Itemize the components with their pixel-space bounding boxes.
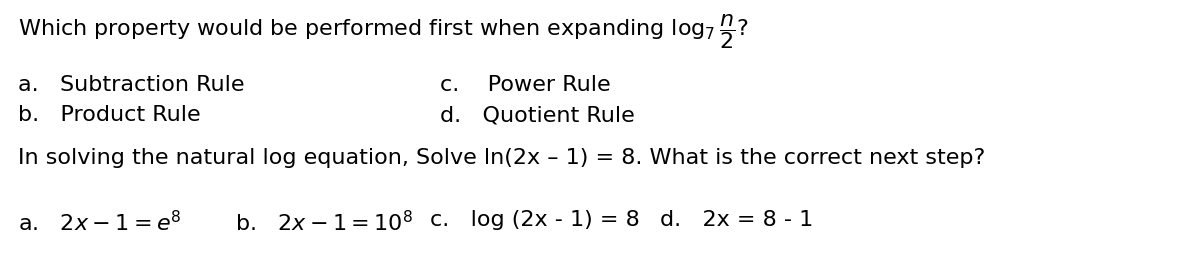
Text: c.   log (2x - 1) = 8: c. log (2x - 1) = 8 <box>430 210 640 230</box>
Text: In solving the natural log equation, Solve ln(2x – 1) = 8. What is the correct n: In solving the natural log equation, Sol… <box>18 148 985 168</box>
Text: b.   $2x - 1 = 10^{8}$: b. $2x - 1 = 10^{8}$ <box>235 210 413 235</box>
Text: b.   Product Rule: b. Product Rule <box>18 105 200 125</box>
Text: d.   Quotient Rule: d. Quotient Rule <box>440 105 635 125</box>
Text: Which property would be performed first when expanding $\log_7 \dfrac{n}{2}$?: Which property would be performed first … <box>18 12 749 51</box>
Text: d.   2x = 8 - 1: d. 2x = 8 - 1 <box>660 210 814 230</box>
Text: a.   $2x - 1=e^{8}$: a. $2x - 1=e^{8}$ <box>18 210 181 235</box>
Text: c.    Power Rule: c. Power Rule <box>440 75 611 95</box>
Text: a.   Subtraction Rule: a. Subtraction Rule <box>18 75 245 95</box>
